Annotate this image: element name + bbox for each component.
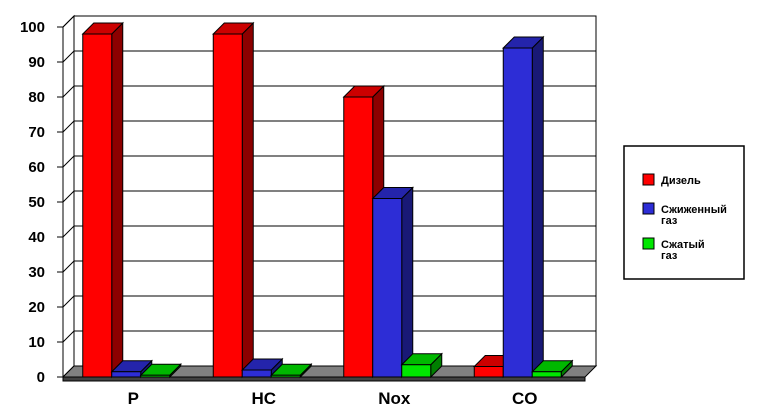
y-tick-label: 20 bbox=[28, 299, 45, 316]
y-axis-ticks: 0 10 20 30 40 50 60 70 80 90 100 bbox=[20, 19, 63, 386]
bar-side bbox=[401, 186, 414, 379]
bar-CO-2 bbox=[531, 359, 574, 379]
y-tick-label: 30 bbox=[28, 264, 45, 281]
legend-box bbox=[623, 145, 745, 280]
gridline bbox=[62, 50, 596, 63]
bar-Nox-1 bbox=[371, 186, 414, 379]
gridline bbox=[62, 15, 596, 28]
legend: Дизель Сжиженный газ Сжатый газ bbox=[623, 145, 745, 280]
legend-swatch bbox=[642, 173, 655, 186]
bar-HC-0 bbox=[212, 21, 255, 379]
bar-front bbox=[473, 366, 504, 378]
bars bbox=[81, 21, 574, 379]
legend-label: Дизель bbox=[661, 175, 701, 187]
bar-P-2 bbox=[139, 363, 182, 379]
legend-swatch bbox=[642, 202, 655, 215]
floor-edge bbox=[62, 376, 586, 382]
y-tick-label: 90 bbox=[28, 54, 45, 71]
bar-front bbox=[82, 33, 113, 378]
bar-front bbox=[372, 198, 403, 378]
bar-front bbox=[343, 96, 374, 378]
bar-CO-1 bbox=[502, 35, 545, 379]
bar-front bbox=[140, 374, 171, 378]
legend-swatch bbox=[642, 237, 655, 250]
gridlines bbox=[62, 15, 596, 378]
bar-front bbox=[531, 371, 562, 378]
gridline bbox=[62, 225, 596, 238]
bar-HC-2 bbox=[270, 363, 313, 379]
x-tick-label: CO bbox=[512, 389, 538, 408]
gridline bbox=[62, 260, 596, 273]
x-axis-ticks: P HC Nox CO bbox=[128, 389, 538, 408]
bar-front bbox=[241, 369, 272, 378]
bar-front bbox=[111, 371, 142, 378]
y-tick-label: 70 bbox=[28, 124, 45, 141]
gridline bbox=[62, 120, 596, 133]
y-tick-label: 80 bbox=[28, 89, 45, 106]
bar-front bbox=[212, 33, 243, 378]
y-tick-label: 10 bbox=[28, 334, 45, 351]
x-tick-label: HC bbox=[251, 389, 276, 408]
bar-side bbox=[111, 21, 124, 379]
y-tick-label: 50 bbox=[28, 194, 45, 211]
y-tick-label: 100 bbox=[20, 19, 45, 36]
gridline bbox=[62, 85, 596, 98]
x-tick-label: P bbox=[128, 389, 139, 408]
bar-P-0 bbox=[81, 21, 124, 379]
bar-front bbox=[502, 47, 533, 378]
gridline bbox=[62, 330, 596, 343]
gridline bbox=[62, 155, 596, 168]
gridline bbox=[62, 190, 596, 203]
bar-front bbox=[401, 364, 432, 378]
bar-side bbox=[241, 21, 254, 379]
legend-label: Сжатый газ bbox=[661, 239, 705, 262]
y-tick-label: 40 bbox=[28, 229, 45, 246]
y-tick-label: 60 bbox=[28, 159, 45, 176]
bar-front bbox=[270, 374, 301, 378]
gridline bbox=[62, 295, 596, 308]
bar-Nox-2 bbox=[400, 352, 443, 379]
bar-side bbox=[531, 35, 544, 379]
legend-label: Сжиженный газ bbox=[661, 204, 727, 227]
x-tick-label: Nox bbox=[378, 389, 411, 408]
y-tick-label: 0 bbox=[37, 369, 45, 386]
